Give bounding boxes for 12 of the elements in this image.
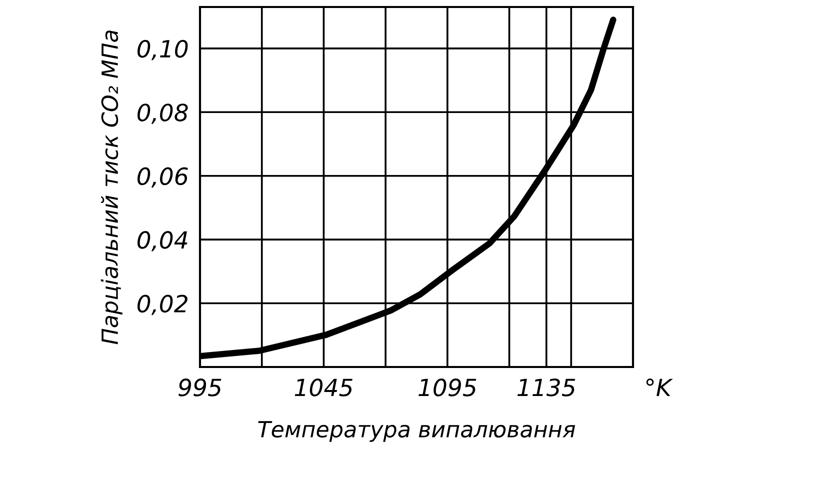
x-axis-title: Температура випалювання xyxy=(258,421,576,442)
y-tick-label: 0,02 xyxy=(137,294,188,315)
y-axis-title: Парціальний тиск CO₂ МПа xyxy=(100,30,122,344)
x-tick-label: 1045 xyxy=(294,378,352,396)
y-tick-label: 0,06 xyxy=(137,167,188,188)
y-tick-label: 0,08 xyxy=(137,104,188,124)
x-tick-label: 1095 xyxy=(418,378,476,396)
text: °K xyxy=(646,378,673,396)
y-tick-label: 0,04 xyxy=(137,231,188,252)
x-tick-label: 1135 xyxy=(518,378,576,396)
x-tick-label: 995 xyxy=(178,378,222,396)
y-tick-label: 0,10 xyxy=(137,40,188,60)
